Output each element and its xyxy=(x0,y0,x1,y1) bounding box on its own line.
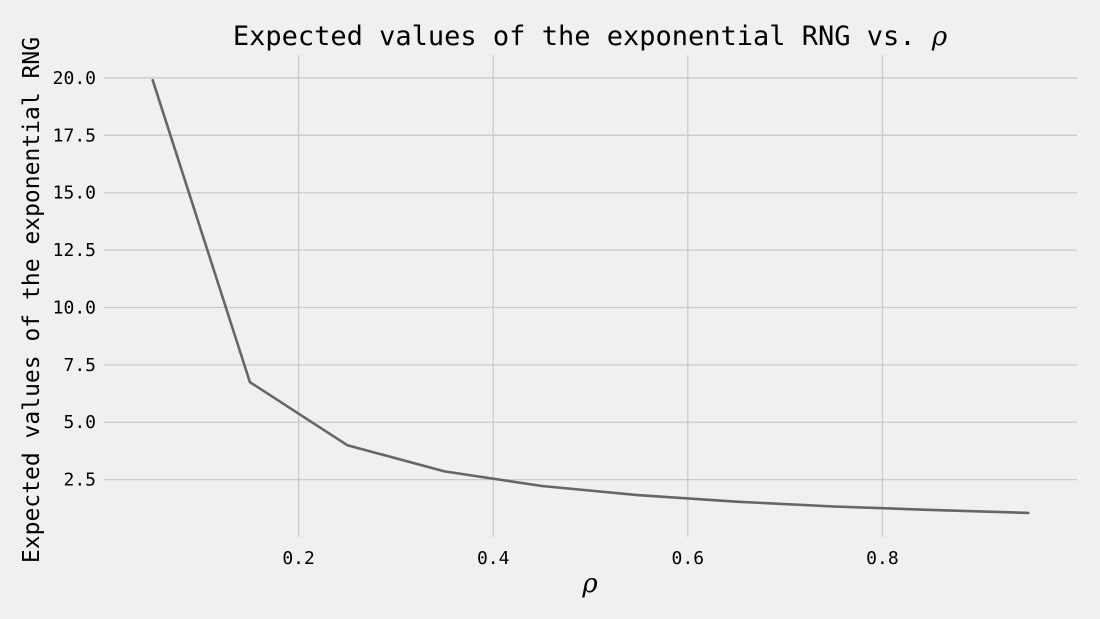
y-tick-labels: 2.5 5.0 7.5 10.0 12.5 15.0 17.5 20.0 xyxy=(53,68,96,491)
x-tick-label: 0.4 xyxy=(477,548,510,569)
y-tick-label: 5.0 xyxy=(63,412,96,433)
x-tick-label: 0.8 xyxy=(866,548,899,569)
series-layer xyxy=(151,78,1030,515)
x-tick-label: 0.6 xyxy=(672,548,705,569)
title-rho-symbol: ρ xyxy=(931,22,948,52)
x-tick-label: 0.2 xyxy=(282,548,315,569)
y-axis-label: Expected values of the exponential RNG xyxy=(19,37,45,563)
y-tick-label: 10.0 xyxy=(53,297,96,318)
y-tick-label: 20.0 xyxy=(53,68,96,89)
x-tick-labels: 0.2 0.4 0.6 0.8 xyxy=(282,548,898,569)
y-tick-label: 12.5 xyxy=(53,240,96,261)
y-tick-label: 7.5 xyxy=(63,355,96,376)
series-line xyxy=(151,78,1030,515)
x-gridlines xyxy=(297,55,884,537)
y-tick-label: 15.0 xyxy=(53,183,96,204)
chart-title: Expected values of the exponential RNG v… xyxy=(233,21,948,52)
x-axis-label: ρ xyxy=(581,569,598,599)
y-tick-label: 2.5 xyxy=(63,470,96,491)
y-gridlines xyxy=(104,77,1077,481)
y-tick-label: 17.5 xyxy=(53,125,96,146)
